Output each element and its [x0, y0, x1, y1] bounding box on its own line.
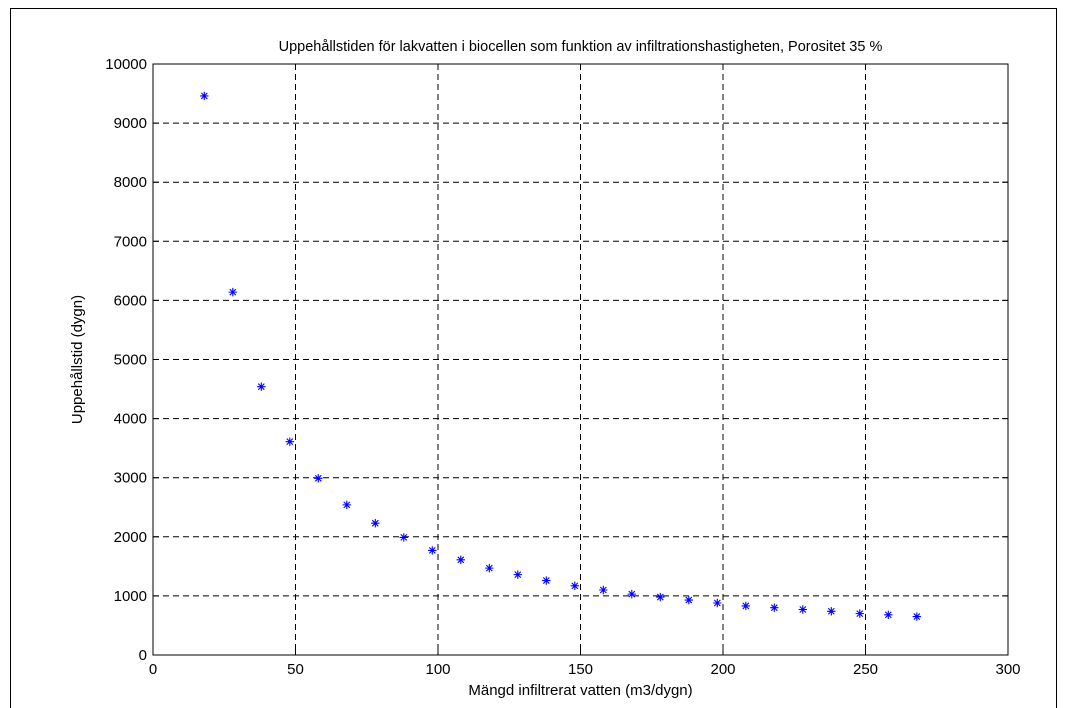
data-point — [770, 603, 779, 612]
y-tick-label: 7000 — [114, 233, 147, 250]
y-tick-label: 1000 — [114, 588, 147, 605]
x-tick-label: 250 — [853, 661, 878, 678]
data-point — [912, 612, 921, 621]
tick-labels: 0 50 100 150 200 250 3000100020003000400050006… — [105, 56, 1020, 678]
data-point — [399, 533, 408, 542]
y-tick-label: 2000 — [114, 529, 147, 546]
grid — [153, 64, 1008, 655]
data-point — [200, 91, 209, 101]
data-points — [200, 91, 921, 621]
data-point — [285, 437, 294, 446]
ticks — [152, 63, 1009, 656]
data-point — [428, 546, 437, 555]
data-point — [371, 519, 380, 528]
x-tick-label: 50 — [287, 661, 304, 678]
x-tick-label: 100 — [425, 661, 450, 678]
x-tick-label: 300 — [995, 661, 1020, 678]
data-point — [570, 581, 579, 591]
data-point — [798, 605, 807, 614]
y-tick-label: 3000 — [114, 470, 147, 487]
data-point — [884, 610, 893, 620]
y-tick-label: 0 — [139, 647, 147, 664]
x-tick-label: 200 — [710, 661, 735, 678]
chart-title: Uppehållstiden för lakvatten i biocellen… — [279, 39, 883, 55]
y-tick-label: 6000 — [114, 292, 147, 309]
data-point — [485, 563, 494, 573]
x-axis-title: Mängd infiltrerat vatten (m3/dygn) — [468, 682, 692, 699]
data-point — [741, 601, 750, 611]
data-point — [228, 287, 237, 297]
data-point — [827, 607, 836, 616]
data-point — [542, 576, 551, 585]
x-tick-label: 150 — [568, 661, 593, 678]
y-tick-label: 4000 — [114, 411, 147, 428]
data-point — [713, 598, 722, 608]
y-axis-title: Uppehållstid (dygn) — [69, 295, 86, 424]
y-tick-label: 9000 — [114, 115, 147, 132]
x-tick-label: 0 — [149, 661, 157, 678]
data-point — [257, 382, 266, 391]
data-point — [855, 609, 864, 618]
y-tick-label: 5000 — [114, 352, 147, 369]
y-tick-label: 8000 — [114, 174, 147, 191]
data-point — [513, 570, 522, 579]
data-point — [342, 500, 351, 510]
data-point — [684, 595, 693, 605]
data-point — [314, 474, 323, 483]
data-point — [456, 555, 465, 565]
y-tick-label: 10000 — [105, 56, 147, 73]
figure-frame — [10, 8, 1057, 708]
data-point — [656, 592, 665, 602]
data-point — [599, 585, 608, 595]
data-point — [627, 589, 636, 599]
